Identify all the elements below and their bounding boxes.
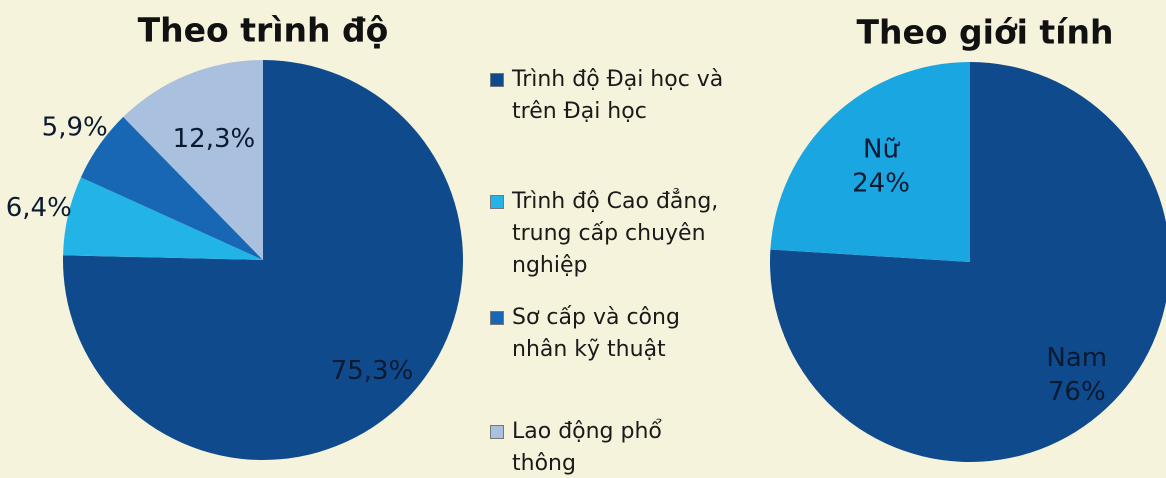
chart-title: Theo trình độ (138, 11, 389, 50)
value-label: 75,3% (331, 356, 414, 386)
category-label: Nữ (863, 135, 900, 165)
legend-swatch (490, 425, 504, 439)
pie-slice (63, 177, 263, 260)
legend-label: Lao động phổ thông (512, 419, 662, 476)
legend-item: Sơ cấp và công nhân kỹ thuật (490, 302, 732, 366)
legend-item: Lao động phổ thông (490, 416, 732, 478)
legend-swatch (490, 311, 504, 325)
value-label: 24% (852, 169, 910, 199)
legend-label: Sơ cấp và công nhân kỹ thuật (512, 305, 680, 362)
value-label: 6,4% (6, 193, 72, 223)
legend-item: Trình độ Cao đẳng, trung cấp chuyên nghi… (490, 186, 732, 282)
legend-swatch (490, 195, 504, 209)
value-label: 5,9% (42, 112, 108, 142)
category-label: Nam (1046, 343, 1107, 373)
legend-label: Trình độ Đại học và trên Đại học (512, 67, 724, 124)
chart-title: Theo giới tính (856, 13, 1113, 52)
legend-item: Trình độ Đại học và trên Đại học (490, 64, 732, 128)
pie-slice (770, 62, 1166, 462)
legend-swatch (490, 73, 504, 87)
value-label: 76% (1048, 377, 1106, 407)
pie-slice (80, 116, 263, 260)
legend-label: Trình độ Cao đẳng, trung cấp chuyên nghi… (512, 189, 719, 278)
pie-slice (123, 60, 263, 260)
value-label: 12,3% (173, 124, 256, 154)
pie-slice (770, 62, 970, 262)
